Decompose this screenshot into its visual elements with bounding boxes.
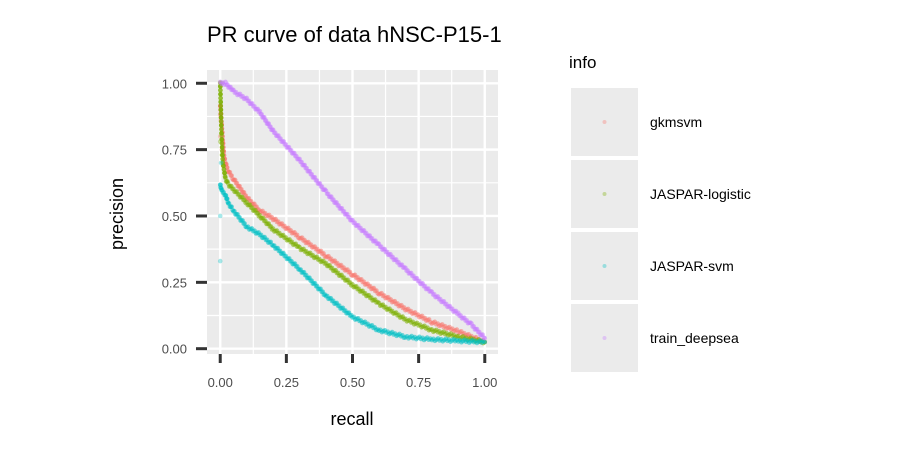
data-point (217, 139, 223, 144)
legend-label-JASPAR-svm: JASPAR-svm (650, 258, 734, 274)
legend-key-JASPAR-svm (571, 232, 638, 300)
data-point (218, 88, 223, 93)
legend-swatch-JASPAR-svm (602, 264, 607, 268)
x-axis-title: recall (330, 409, 373, 429)
data-point (220, 149, 225, 154)
y-tick-label: 0.00 (162, 342, 187, 357)
x-axis: 0.00 0.25 0.50 0.75 1.00 (208, 354, 497, 390)
data-point (482, 335, 488, 341)
y-axis-title: precision (107, 178, 127, 250)
y-tick-label: 1.00 (162, 76, 187, 91)
data-point (218, 103, 224, 109)
legend-key-JASPAR-logistic (571, 160, 638, 228)
data-point (218, 160, 224, 166)
data-point (221, 167, 227, 172)
y-tick-label: 0.50 (162, 209, 187, 224)
data-point (218, 92, 223, 97)
data-point (219, 123, 224, 128)
x-tick-label: 0.75 (406, 375, 431, 390)
data-point (219, 141, 225, 146)
legend-swatch-gkmsvm (602, 120, 607, 124)
data-point (218, 115, 224, 121)
data-point (217, 184, 223, 190)
data-point (219, 137, 225, 143)
data-point (217, 258, 223, 264)
series-JASPAR-svm (217, 160, 488, 346)
y-tick-label: 0.25 (162, 275, 187, 290)
data-point (221, 163, 226, 169)
legend-swatch-JASPAR-logistic (602, 192, 607, 196)
legend-key-train_deepsea (571, 304, 638, 372)
x-tick-label: 0.00 (208, 375, 233, 390)
data-point (218, 111, 224, 117)
legend-label-gkmsvm: gkmsvm (650, 114, 702, 130)
data-point (218, 107, 224, 113)
data-point (219, 145, 225, 150)
legend-label-JASPAR-logistic: JASPAR-logistic (650, 186, 751, 202)
data-point (482, 339, 488, 345)
series-JASPAR-logistic (217, 80, 488, 346)
legend-key-gkmsvm (571, 88, 638, 156)
y-axis: 0.00 0.25 0.50 0.75 1.00 (162, 76, 207, 357)
data-point (218, 99, 224, 105)
legend-swatch-train_deepsea (602, 336, 607, 340)
data-point (220, 159, 226, 165)
data-point (220, 153, 225, 158)
x-tick-label: 0.25 (274, 375, 299, 390)
data-point (219, 127, 224, 132)
data-point (218, 119, 224, 124)
legend: gkmsvm JASPAR-logistic JASPAR-svm train_dee… (571, 88, 751, 372)
legend-title: info (569, 53, 596, 72)
series-layer (217, 79, 488, 346)
x-tick-label: 1.00 (472, 375, 497, 390)
data-point (219, 152, 225, 158)
data-point (222, 170, 228, 176)
series-train_deepsea (217, 79, 488, 341)
chart-title: PR curve of data hNSC-P15-1 (207, 22, 502, 47)
data-point (219, 133, 224, 138)
x-tick-label: 0.50 (340, 375, 365, 390)
data-point (217, 213, 223, 219)
data-point (218, 95, 223, 101)
legend-label-train_deepsea: train_deepsea (650, 330, 739, 346)
y-tick-label: 0.75 (162, 143, 187, 158)
